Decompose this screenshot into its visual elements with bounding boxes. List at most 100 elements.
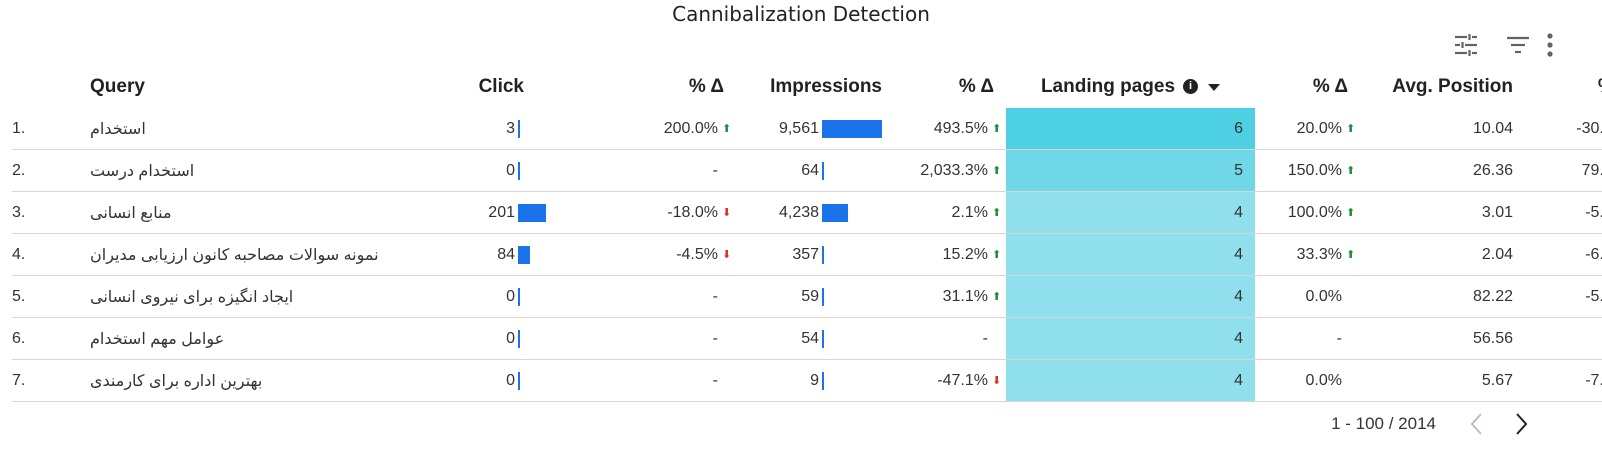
header-landing-pages-label: Landing pages [1040,76,1176,97]
click-value: 0 [506,161,515,179]
pagination-range: 1 - 100 / 2014 [1331,414,1436,433]
impressions-bar [822,203,849,222]
landing-delta-cell: 150.0% ⬆ [1255,149,1360,192]
header-impressions[interactable]: Impressions [770,76,882,97]
impressions-cell: 4,238 [736,191,886,234]
click-cell: 0 [390,149,550,192]
impressions-value: 9,561 [778,119,819,137]
impressions-delta-cell: -47.1% ⬇ [886,359,1006,402]
arrow-up-icon: ⬆ [992,291,1002,303]
query-cell[interactable]: نمونه سوالات مصاحبه کانون ارزیابی مدیران [90,233,390,276]
sliders-icon[interactable] [1446,30,1486,60]
landing-delta-value: 0.0% [1305,287,1342,305]
landing-delta-value: 150.0% [1287,161,1342,179]
position-delta-cell: 79.7%⬆ [1525,149,1602,192]
impressions-value: 64 [801,161,819,179]
table-row[interactable]: 4. نمونه سوالات مصاحبه کانون ارزیابی مدیر… [12,233,1602,276]
click-bar [518,119,520,138]
avg-position-cell: 10.04 [1360,108,1525,150]
impressions-cell: 9 [736,359,886,402]
impressions-bar [822,329,824,348]
arrow-down-icon: ⬇ [722,249,732,261]
header-landing-pages[interactable]: Landing pages i [1006,66,1255,108]
row-index: 2. [12,149,90,192]
query-text: بهترین اداره برای کارمندی [90,372,263,390]
header-click[interactable]: Click [478,76,524,97]
impressions-cell: 54 [736,317,886,360]
landing-delta-cell: 0.0% [1255,275,1360,318]
header-avg-position[interactable]: Avg. Position [1392,76,1513,97]
arrow-up-icon: ⬆ [992,207,1002,219]
position-delta-cell: -5.9%⬇ [1525,191,1602,234]
arrow-up-icon: ⬆ [1346,165,1356,177]
row-index: 7. [12,359,90,402]
query-cell[interactable]: منابع انسانی [90,191,390,234]
position-delta-value: -5.0% [1585,287,1602,305]
click-value: 0 [506,287,515,305]
impressions-bar [822,119,882,138]
impressions-delta-value: 493.5% [933,119,988,137]
row-index: 1. [12,108,90,150]
impressions-delta-value: 2,033.3% [920,161,988,179]
landing-pages-cell: 4 [1006,191,1255,234]
landing-delta-value: 20.0% [1296,119,1342,137]
avg-position-cell: 5.67 [1360,359,1525,402]
table-row[interactable]: 7. بهترین اداره برای کارمندی 0 - 9 -47.1% ⬇ 4 0.… [12,359,1602,402]
query-cell[interactable]: عوامل مهم استخدام [90,317,390,360]
click-delta-cell: 200.0% ⬆ [550,108,736,150]
avg-position-cell: 26.36 [1360,149,1525,192]
landing-pages-cell: 4 [1006,359,1255,402]
next-page-icon[interactable] [1502,409,1542,439]
impressions-cell: 9,561 [736,108,886,150]
position-delta-value: -5.9% [1585,203,1602,221]
table-header-row: Query Click % Δ Impressions % Δ Landing … [12,66,1602,108]
click-cell: 84 [390,233,550,276]
landing-pages-cell: 4 [1006,275,1255,318]
table-row[interactable]: 5. ایجاد انگیزه برای نیروی انسانی 0 - 59 31.1… [12,275,1602,318]
table-row[interactable]: 3. منابع انسانی 201 -18.0% ⬇ 4,238 2.1% ⬆ 4 100.0… [12,191,1602,234]
landing-delta-value: 33.3% [1296,245,1342,263]
landing-delta-cell: 0.0% [1255,359,1360,402]
click-value: 201 [488,203,515,221]
query-cell[interactable]: استخدام درست [90,149,390,192]
click-bar [518,371,520,390]
table-body: 1. استخدام 3 200.0% ⬆ 9,561 493.5% ⬆ 6 20.0% ⬆ 10.0… [12,108,1602,402]
filter-icon[interactable] [1498,30,1538,60]
landing-delta-value: 0.0% [1305,371,1342,389]
info-icon[interactable]: i [1183,79,1199,95]
header-position-delta[interactable]: % Δ [1525,66,1602,108]
position-delta-value: -7.4% [1585,371,1602,389]
sort-desc-icon[interactable] [1208,76,1221,98]
position-delta-value: -6.9% [1585,245,1602,263]
impressions-delta-cell: - [886,317,1006,360]
table-row[interactable]: 2. استخدام درست 0 - 64 2,033.3% ⬆ 5 150.0% ⬆ 26.36… [12,149,1602,192]
query-cell[interactable]: ایجاد انگیزه برای نیروی انسانی [90,275,390,318]
landing-pages-cell: 4 [1006,317,1255,360]
header-impressions-delta[interactable]: % Δ [958,76,994,97]
header-query[interactable]: Query [90,76,145,97]
click-bar [518,329,520,348]
header-index [12,66,90,108]
click-value: 84 [497,245,516,263]
avg-position-cell: 82.22 [1360,275,1525,318]
click-delta-cell: -4.5% ⬇ [550,233,736,276]
query-cell[interactable]: بهترین اداره برای کارمندی [90,359,390,402]
impressions-cell: 64 [736,149,886,192]
query-cell[interactable]: استخدام [90,108,390,150]
impressions-cell: 59 [736,275,886,318]
impressions-value: 9 [810,371,819,389]
impressions-bar [822,245,825,264]
click-delta-cell: - [550,275,736,318]
impressions-delta-value: 2.1% [951,203,988,221]
impressions-delta-value: 31.1% [942,287,988,305]
query-text: استخدام [90,120,146,138]
header-landing-delta[interactable]: % Δ [1312,76,1348,97]
header-click-delta[interactable]: % Δ [688,76,724,97]
arrow-up-icon: ⬆ [992,123,1002,135]
table-row[interactable]: 1. استخدام 3 200.0% ⬆ 9,561 493.5% ⬆ 6 20.0% ⬆ 10.0… [12,108,1602,150]
more-vert-icon[interactable] [1538,30,1562,60]
prev-page-icon[interactable] [1456,409,1496,439]
click-cell: 0 [390,317,550,360]
landing-pages-cell: 4 [1006,233,1255,276]
